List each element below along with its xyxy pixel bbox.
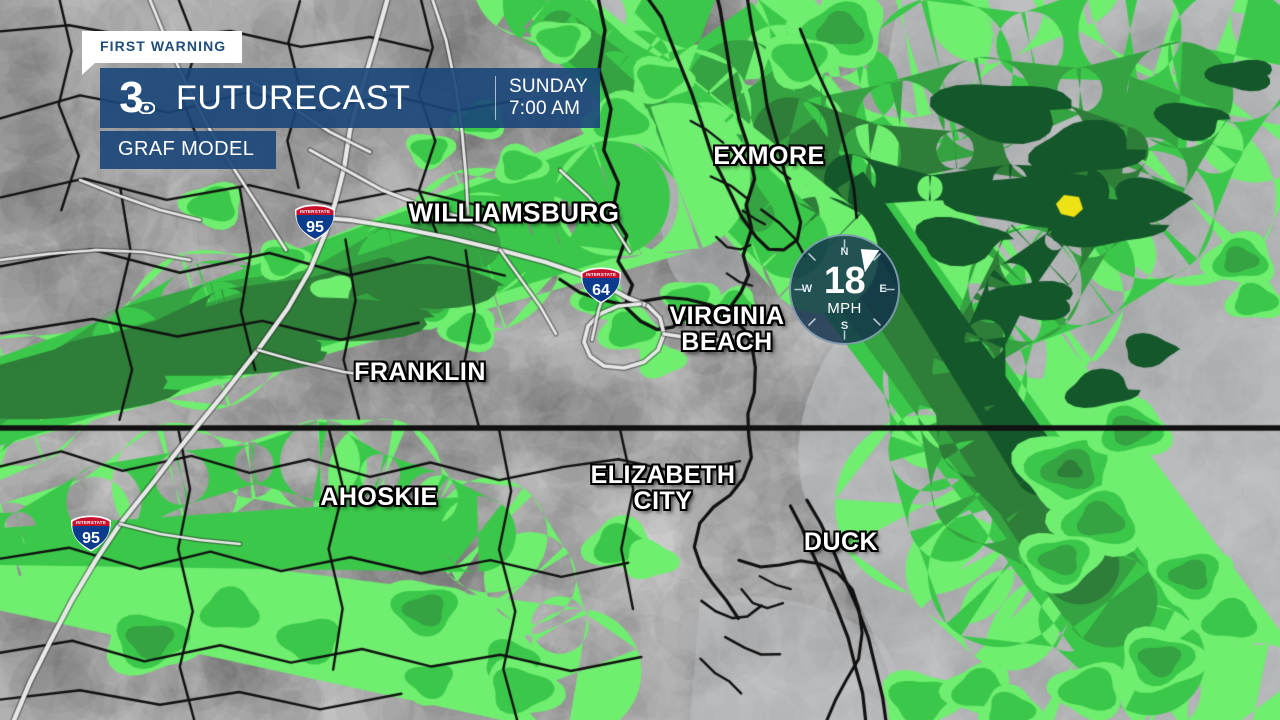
city-label-franklin: FRANKLIN [354,358,486,386]
wind-speed-value: 18 [823,260,866,302]
interstate-shield-64: INTERSTATE 64 [579,267,623,310]
compass-north-label: N [840,246,849,258]
model-banner: GRAF MODEL [100,131,277,169]
svg-text:INTERSTATE: INTERSTATE [76,520,106,525]
futurecast-title: FUTURECAST [176,78,411,117]
interstate-shield-95: INTERSTATE 95 [69,515,113,558]
city-label-duck: DUCK [803,528,879,556]
svg-text:INTERSTATE: INTERSTATE [586,272,616,277]
tab-notch [82,63,95,75]
model-label: GRAF MODEL [118,138,255,160]
compass-south-label: S [840,320,849,332]
wind-direction-pointer [860,249,880,273]
interstate-shield-95: INTERSTATE 95 [293,204,337,247]
forecast-datetime: SUNDAY 7:00 AM [509,75,588,119]
city-label-williamsburg: WILLIAMSBURG [408,197,620,228]
compass-dial-icon [794,239,895,340]
city-label-ahoskie: AHOSKIE [320,483,438,511]
banner-divider [495,76,497,120]
svg-text:INTERSTATE: INTERSTATE [300,209,330,214]
cbs-eye-icon [137,101,156,119]
first-warning-label: FIRST WARNING [100,38,227,54]
channel-3-logo: 3 [100,68,162,128]
compass-west-label: W [801,283,813,295]
wind-speed-unit: MPH [827,300,862,317]
compass-east-label: E [879,283,887,295]
city-label-elizabeth-city: ELIZABETH CITY [590,461,736,515]
svg-text:95: 95 [306,219,324,236]
first-warning-tab: FIRST WARNING [82,31,243,75]
futurecast-banner: 3 FUTURECAST SUNDAY 7:00 AM [100,68,600,128]
city-label-exmore: EXMORE [713,142,825,170]
wind-compass-widget[interactable]: N E S W 18 MPH [789,234,900,345]
svg-text:64: 64 [592,282,610,299]
svg-text:95: 95 [82,530,100,547]
city-label-virginia-beach: VIRGINIA BEACH [669,302,785,356]
